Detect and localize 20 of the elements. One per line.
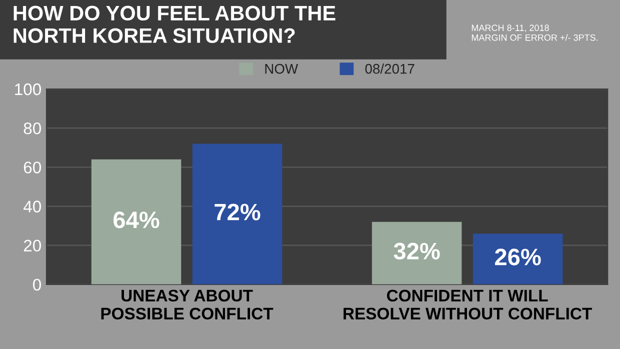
text: MARCH 8-11, 2018 MARGIN OF ERROR +/- 3PTS.	[472, 24, 598, 41]
legend-label: 08/2017	[365, 64, 414, 74]
y-tick-label: 0	[33, 278, 41, 291]
bar	[192, 144, 282, 284]
bar	[372, 222, 462, 284]
y-tick-label: 100	[15, 83, 41, 96]
x-tick-label: CONFIDENT IT WILL RESOLVE WITHOUT CONFLICT	[344, 290, 592, 320]
data-label: 26%	[495, 248, 541, 266]
y-tick-label: 60	[24, 162, 41, 174]
data-label: 32%	[394, 242, 440, 260]
y-tick-label: 40	[23, 200, 41, 212]
y-tick-label: 80	[24, 122, 41, 134]
bar	[472, 234, 563, 284]
legend-label: NOW	[265, 64, 298, 74]
bar	[91, 159, 182, 284]
x-tick-label: UNEASY ABOUT POSSIBLE CONFLICT	[101, 290, 274, 320]
y-tick-label: 20	[24, 240, 41, 252]
data-label: 72%	[214, 204, 260, 220]
chart-title: HOW DO YOU FEEL ABOUT THE NORTH KOREA SITUATION?	[14, 6, 336, 43]
data-label: 64%	[114, 212, 160, 228]
